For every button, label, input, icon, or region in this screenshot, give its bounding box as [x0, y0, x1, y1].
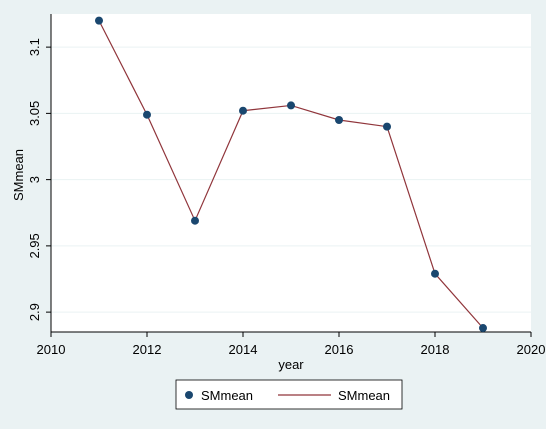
data-point — [191, 216, 199, 225]
legend-label-markers: SMmean — [201, 388, 253, 403]
x-tick-label: 2010 — [37, 342, 66, 357]
plot-area — [51, 14, 531, 332]
data-point — [383, 122, 391, 131]
data-point — [479, 324, 487, 333]
data-point — [95, 16, 103, 25]
legend: SMmean SMmean — [175, 379, 403, 410]
data-point — [143, 110, 151, 119]
series-markers — [95, 16, 487, 333]
y-tick-label: 3.1 — [27, 38, 42, 56]
y-tick-label: 2.95 — [27, 233, 42, 258]
x-tick-label: 2020 — [517, 342, 546, 357]
legend-label-line: SMmean — [338, 388, 390, 403]
axes: 2.9 2.95 3 3.05 3.1 2010 2012 2014 2016 2018 2020 — [27, 14, 545, 357]
y-tick-label: 3 — [27, 176, 42, 183]
data-point — [431, 269, 439, 278]
data-point — [239, 106, 247, 115]
x-tick-label: 2014 — [229, 342, 258, 357]
grid-lines — [51, 46, 531, 313]
x-tick-label: 2018 — [421, 342, 450, 357]
y-tick-label: 3.05 — [27, 101, 42, 126]
y-axis-label: SMmean — [11, 149, 26, 201]
y-tick-label: 2.9 — [27, 303, 42, 321]
x-tick-label: 2016 — [325, 342, 354, 357]
data-point — [287, 101, 295, 110]
legend-marker-swatch — [185, 391, 193, 399]
x-tick-label: 2012 — [133, 342, 162, 357]
x-axis-label: year — [278, 357, 304, 372]
data-point — [335, 116, 343, 124]
